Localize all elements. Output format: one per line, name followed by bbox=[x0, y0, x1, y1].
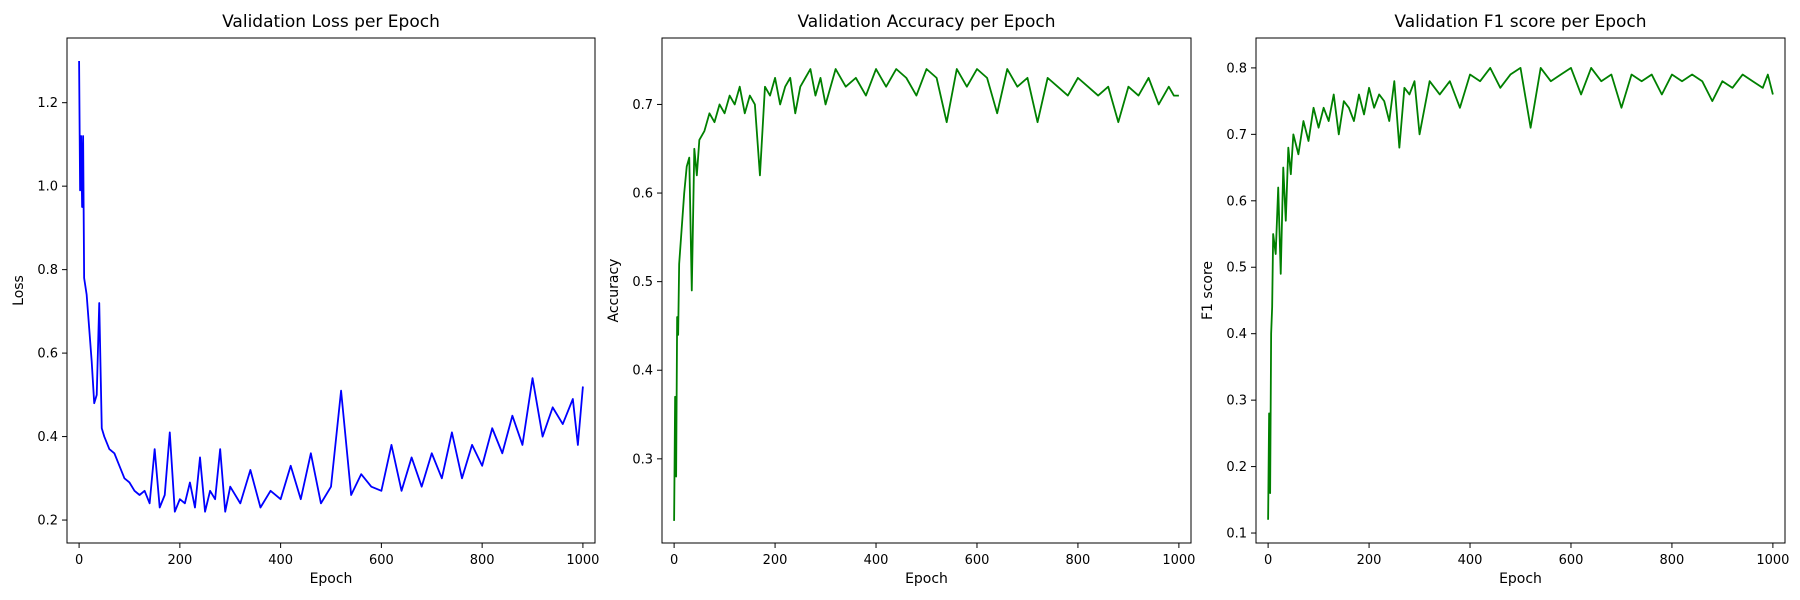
y-axis-label: Loss bbox=[11, 275, 27, 306]
chart-title: Validation Loss per Epoch bbox=[222, 12, 440, 32]
x-tick-label: 200 bbox=[763, 553, 788, 568]
chart-title: Validation F1 score per Epoch bbox=[1394, 12, 1646, 32]
y-tick-label: 1.0 bbox=[37, 180, 58, 195]
plot-frame bbox=[1255, 37, 1786, 544]
x-tick-label: 1000 bbox=[566, 553, 599, 568]
x-axis-label: Epoch bbox=[310, 571, 353, 587]
y-axis-label: Accuracy bbox=[606, 259, 622, 323]
plot-frame bbox=[661, 37, 1192, 544]
y-tick-label: 0.7 bbox=[1226, 128, 1247, 143]
x-axis-label: Epoch bbox=[905, 571, 948, 587]
chart-f1: 0 200 400 600 800 1000 0.1 0.2 0.3 0.4 0.5 0.6 0.7 0.… bbox=[1200, 12, 1789, 587]
x-tick-label: 400 bbox=[1458, 553, 1483, 568]
x-tick-label: 600 bbox=[369, 553, 394, 568]
chart-loss: 0 200 400 600 800 1000 0.2 0.4 0.6 0.8 1.0 1.2 Valid… bbox=[11, 12, 599, 587]
x-tick-label: 0 bbox=[75, 553, 83, 568]
y-tick-label: 0.4 bbox=[37, 430, 58, 445]
y-tick-label: 0.5 bbox=[632, 275, 653, 290]
x-tick-label: 400 bbox=[268, 553, 293, 568]
x-tick-label: 200 bbox=[167, 553, 192, 568]
x-tick-label: 600 bbox=[965, 553, 990, 568]
x-tick-label: 800 bbox=[470, 553, 495, 568]
x-tick-label: 600 bbox=[1559, 553, 1584, 568]
x-tick-label: 1000 bbox=[1756, 553, 1789, 568]
chart-accuracy: 0 200 400 600 800 1000 0.3 0.4 0.5 0.6 0.7 Validati… bbox=[606, 12, 1195, 587]
y-axis-label: F1 score bbox=[1200, 261, 1216, 320]
loss-series-line bbox=[78, 60, 584, 513]
plot-frame bbox=[66, 37, 596, 544]
y-tick-label: 0.2 bbox=[37, 514, 58, 529]
accuracy-series-line bbox=[673, 68, 1179, 521]
y-tick-label: 0.6 bbox=[632, 187, 653, 202]
x-axis-label: Epoch bbox=[1499, 571, 1542, 587]
y-tick-label: 0.3 bbox=[1226, 394, 1247, 409]
y-tick-label: 0.8 bbox=[1226, 61, 1247, 76]
x-tick-label: 0 bbox=[670, 553, 678, 568]
chart-title: Validation Accuracy per Epoch bbox=[797, 12, 1055, 32]
y-tick-label: 0.6 bbox=[37, 347, 58, 362]
f1-series-line bbox=[1267, 67, 1774, 520]
x-tick-label: 200 bbox=[1357, 553, 1382, 568]
x-tick-label: 0 bbox=[1264, 553, 1272, 568]
y-tick-label: 0.2 bbox=[1226, 460, 1247, 475]
y-tick-label: 1.2 bbox=[37, 96, 58, 111]
x-tick-label: 800 bbox=[1660, 553, 1685, 568]
x-tick-label: 1000 bbox=[1162, 553, 1195, 568]
y-tick-label: 0.3 bbox=[632, 452, 653, 467]
y-tick-label: 0.7 bbox=[632, 98, 653, 113]
y-tick-label: 0.8 bbox=[37, 263, 58, 278]
y-tick-label: 0.1 bbox=[1226, 527, 1247, 542]
y-tick-label: 0.4 bbox=[632, 364, 653, 379]
x-tick-label: 400 bbox=[864, 553, 889, 568]
x-tick-label: 800 bbox=[1066, 553, 1091, 568]
y-tick-label: 0.5 bbox=[1226, 261, 1247, 276]
y-tick-label: 0.6 bbox=[1226, 194, 1247, 209]
y-tick-label: 0.4 bbox=[1226, 327, 1247, 342]
